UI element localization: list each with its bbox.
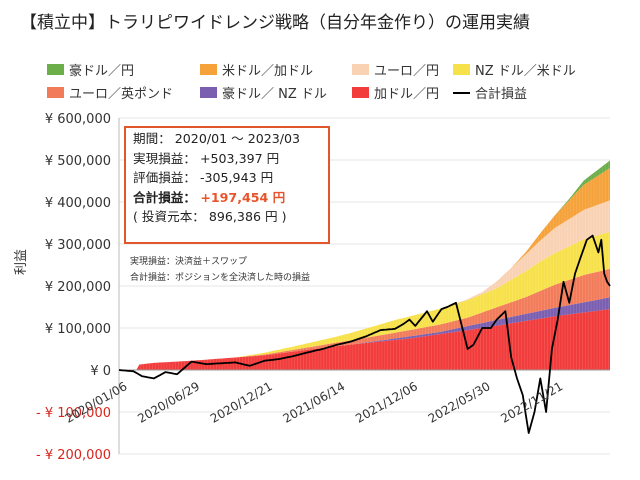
legend-item-total: 合計損益 <box>453 83 527 102</box>
x-tick-label: 2020/06/29 <box>135 379 202 426</box>
legend-swatch <box>453 64 470 75</box>
y-tick-label: ¥ 500,000 <box>45 154 111 169</box>
legend-item-audnzd: 豪ドル／ NZ ドル <box>200 83 327 102</box>
total-value: +197,454 円 <box>200 189 286 205</box>
y-tick-label: - ¥ 100,000 <box>36 406 111 421</box>
legend-item-cadjpy: 加ドル／円 <box>352 83 439 102</box>
legend-item-usdcad: 米ドル／加ドル <box>200 60 313 79</box>
y-tick-label: ¥ 300,000 <box>45 238 111 253</box>
realized-text: 実現損益： +503,397 円 <box>133 150 280 166</box>
note-total: 合計損益：ポジションを全決済した時の損益 <box>130 273 311 283</box>
legend-swatch <box>200 87 217 98</box>
stacked-areas <box>119 160 612 370</box>
y-tick-label: ¥ 400,000 <box>45 196 111 211</box>
legend-label: NZ ドル／米ドル <box>475 64 576 79</box>
legend-item-eurjpy: ユーロ／円 <box>352 60 439 79</box>
legend-item-nzdusd: NZ ドル／米ドル <box>453 60 576 79</box>
x-tick-label: 2020/12/21 <box>208 379 275 426</box>
total-row: 合計損益： +197,454 円 <box>133 188 321 208</box>
y-tick-label: ¥ 0 <box>90 364 111 379</box>
chart-title: 【積立中】トラリピワイドレンジ戦略（自分年金作り）の運用実績 <box>20 13 530 33</box>
legend-swatch <box>352 87 369 98</box>
x-tick-label: 2021/12/06 <box>353 379 420 426</box>
legend-label: 米ドル／加ドル <box>222 64 314 79</box>
y-tick-labels: ¥ 600,000 ¥ 500,000 ¥ 400,000 ¥ 300,000 ¥ 20… <box>36 112 111 463</box>
legend-label: ユーロ／英ポンド <box>69 87 174 102</box>
legend-line-swatch <box>453 91 470 94</box>
total-line-layer <box>118 234 611 434</box>
legend-item-eurgbp: ユーロ／英ポンド <box>47 83 173 102</box>
area-series <box>119 231 610 370</box>
legend-swatch <box>200 64 217 75</box>
area-series <box>119 309 610 370</box>
legend-item-audjpy: 豪ドル／円 <box>47 60 134 79</box>
y-tick-label: ¥ 600,000 <box>45 112 111 127</box>
note-realized: 実現損益：決済益＋スワップ <box>130 257 248 267</box>
total-label: 合計損益： <box>133 189 196 205</box>
legend-label: 豪ドル／ NZ ドル <box>222 87 327 102</box>
period-text: 期間： 2020/01 ～ 2023/03 <box>133 131 301 146</box>
unrealized-text: 評価損益： -305,943 円 <box>133 170 274 186</box>
legend-label: 豪ドル／円 <box>69 64 135 79</box>
total-line <box>118 234 611 434</box>
legend-swatch <box>47 87 64 98</box>
legend-swatch <box>47 64 64 75</box>
y-tick-label: ¥ 200,000 <box>45 280 111 295</box>
legend-label: ユーロ／円 <box>374 64 440 79</box>
legend-label: 加ドル／円 <box>374 87 440 102</box>
legend-swatch <box>352 64 369 75</box>
y-tick-label: - ¥ 200,000 <box>36 448 111 463</box>
y-tick-label: ¥ 100,000 <box>45 322 111 337</box>
x-tick-labels: 2020/01/06 2020/06/29 2020/12/21 2021/06/14… <box>63 379 566 426</box>
legend-label: 合計損益 <box>475 87 528 102</box>
x-tick-label: 2022/05/30 <box>426 379 493 426</box>
summary-box: 期間： 2020/01 ～ 2023/03 実現損益： +503,397 円 評… <box>124 126 330 244</box>
axes <box>118 118 610 454</box>
principal-text: ( 投資元本： 896,386 円 ) <box>133 209 287 225</box>
x-tick-label: 2021/06/14 <box>280 379 347 426</box>
